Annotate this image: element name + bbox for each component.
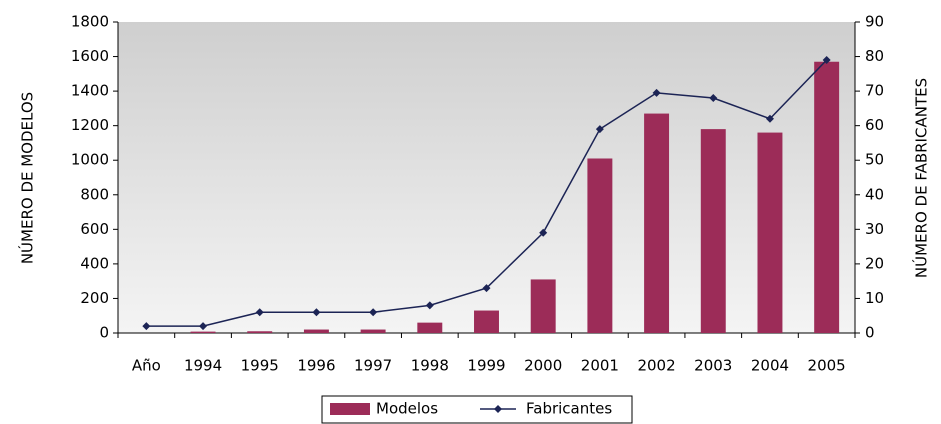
bar	[417, 322, 443, 333]
y-tick-label: 1200	[71, 116, 109, 134]
marker	[142, 322, 151, 331]
marker	[425, 301, 434, 310]
marker	[595, 125, 604, 134]
bar	[530, 279, 556, 333]
y2-tick-label: 20	[865, 254, 884, 272]
marker	[652, 88, 661, 97]
y-tick-label: 400	[80, 254, 109, 272]
bar	[587, 158, 613, 333]
y-tick-label: 0	[99, 324, 109, 342]
x-tick-label: 1996	[297, 357, 335, 375]
x-tick-label: 1997	[354, 357, 392, 375]
x-tick-label: 2005	[808, 357, 846, 375]
x-tick-label: 1995	[241, 357, 279, 375]
bar	[247, 331, 273, 333]
legend-swatch	[330, 403, 370, 415]
x-tick-label: 2002	[637, 357, 675, 375]
y2-tick-label: 50	[865, 151, 884, 169]
y-tick-label: 1400	[71, 82, 109, 100]
bar	[303, 329, 329, 333]
x-tick-label: 1998	[411, 357, 449, 375]
bar	[360, 329, 386, 333]
x-tick-label: 1999	[467, 357, 505, 375]
marker	[369, 308, 378, 317]
y2-tick-label: 80	[865, 47, 884, 65]
bar	[757, 132, 783, 333]
marker	[312, 308, 321, 317]
y2-axis-label: NÚMERO DE FABRICANTES	[912, 78, 931, 278]
y2-tick-label: 10	[865, 289, 884, 307]
y-tick-label: 1800	[71, 13, 109, 31]
marker	[255, 308, 264, 317]
plot-area	[118, 22, 855, 333]
legend-marker	[494, 405, 502, 413]
marker	[199, 322, 208, 331]
legend-label: Modelos	[376, 400, 438, 418]
bar	[474, 310, 499, 333]
x-tick-label: 1994	[184, 357, 222, 375]
legend-label: Fabricantes	[526, 400, 612, 418]
y-tick-label: 800	[80, 185, 109, 203]
y-axis-label: NÚMERO DE MODELOS	[18, 92, 37, 264]
marker	[539, 228, 548, 237]
marker	[709, 94, 718, 103]
marker	[765, 114, 774, 123]
legend	[321, 395, 633, 424]
bar	[644, 113, 670, 333]
y-tick-label: 1600	[71, 47, 109, 65]
marker	[482, 284, 491, 293]
y2-tick-label: 60	[865, 116, 884, 134]
y2-tick-label: 40	[865, 185, 884, 203]
x-tick-label: 2001	[581, 357, 619, 375]
x-tick-label: Año	[132, 357, 161, 375]
x-tick-label: 2000	[524, 357, 562, 375]
x-tick-label: 2003	[694, 357, 732, 375]
bar	[814, 61, 840, 333]
y2-tick-label: 70	[865, 82, 884, 100]
y-tick-label: 1000	[71, 151, 109, 169]
bar	[700, 129, 726, 333]
y2-tick-label: 0	[865, 324, 875, 342]
x-tick-label: 2004	[751, 357, 789, 375]
marker	[822, 56, 831, 65]
y-tick-label: 600	[80, 220, 109, 238]
y2-tick-label: 90	[865, 13, 884, 31]
y-tick-label: 200	[80, 289, 109, 307]
y2-tick-label: 30	[865, 220, 884, 238]
bar	[190, 331, 216, 333]
